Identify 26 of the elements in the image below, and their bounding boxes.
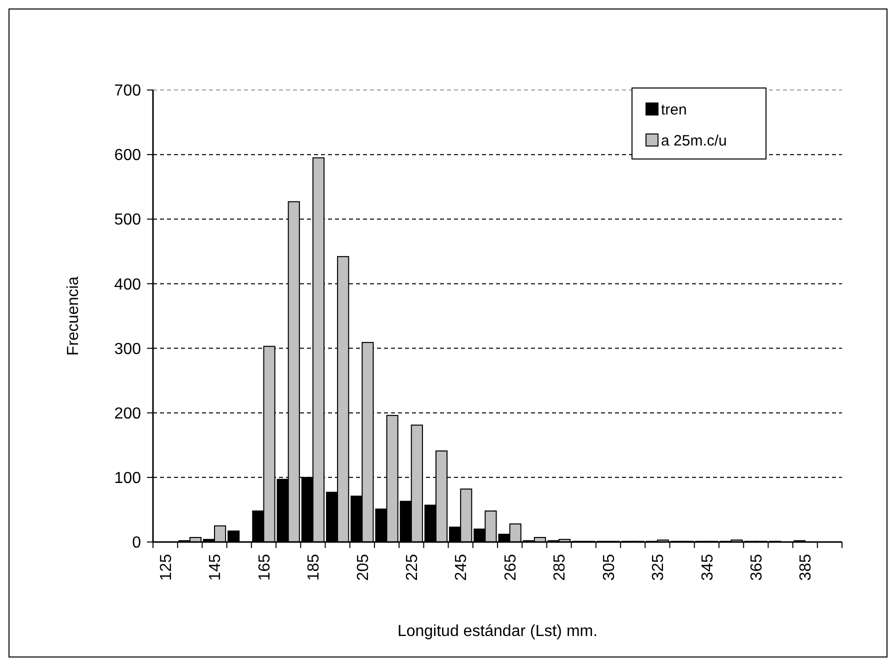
x-tick-label: 245 — [453, 554, 470, 581]
legend-label: a 25m.c/u — [661, 132, 727, 150]
x-tick-label: 125 — [158, 554, 175, 581]
y-tick-label: 400 — [114, 276, 142, 294]
y-tick-label: 100 — [114, 470, 142, 488]
y-tick-label: 200 — [114, 405, 142, 422]
x-tick-label: 285 — [552, 554, 569, 581]
y-tick-label: 0 — [132, 534, 142, 552]
y-tick-label: 300 — [114, 340, 142, 358]
x-tick-label: 225 — [404, 554, 421, 581]
y-tick-label: 700 — [114, 82, 142, 100]
x-tick-label: 145 — [207, 554, 224, 581]
x-tick-label: 365 — [748, 554, 766, 581]
x-tick-label: 205 — [354, 554, 372, 581]
x-tick-label: 305 — [600, 554, 618, 581]
y-axis-title: Frecuencia — [65, 276, 82, 356]
x-tick-label: 345 — [699, 554, 716, 581]
y-tick-label: 600 — [114, 147, 142, 164]
x-tick-label: 185 — [306, 554, 323, 581]
x-tick-label: 325 — [650, 554, 668, 581]
x-axis-title: Longitud estándar (Lst) mm. — [397, 623, 598, 640]
x-tick-label: 265 — [502, 554, 520, 581]
x-tick-label: 165 — [256, 554, 274, 581]
x-tick-label: 385 — [798, 554, 815, 581]
legend-label: tren — [661, 101, 687, 118]
y-tick-label: 500 — [114, 212, 142, 229]
